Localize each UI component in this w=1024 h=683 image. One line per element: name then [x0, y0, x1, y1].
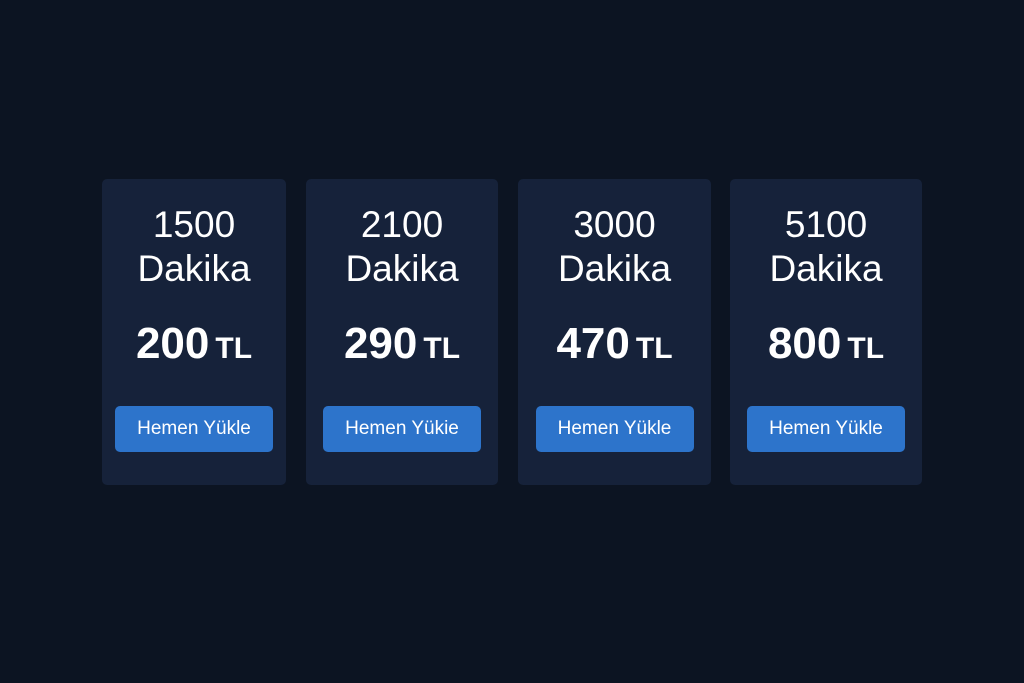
package-minutes: 1500 Dakika: [137, 204, 251, 289]
load-now-button[interactable]: Hemen Yükle: [535, 406, 694, 452]
load-now-button[interactable]: Hemen Yükie: [323, 406, 481, 452]
package-price: 290 TL: [343, 319, 461, 368]
package-minutes: 5100 Dakika: [769, 204, 883, 289]
load-now-button[interactable]: Hemen Yükle: [115, 406, 273, 452]
package-card-5100: 5100 Dakika 800 TL Hemen Yükle: [730, 179, 922, 485]
load-now-button[interactable]: Hemen Yükle: [747, 406, 905, 452]
package-card-3000: 3000 Dakika 470 TL Hemen Yükle: [518, 179, 711, 485]
package-price: 200 TL: [135, 319, 253, 368]
package-minutes: 2100 Dakika: [345, 204, 459, 289]
package-minutes: 3000 Dakika: [557, 204, 672, 289]
package-price: 470 TL: [556, 319, 673, 368]
package-card-1500: 1500 Dakika 200 TL Hemen Yükle: [102, 179, 286, 485]
package-card-2100: 2100 Dakika 290 TL Hemen Yükie: [306, 179, 498, 485]
package-price: 800 TL: [767, 319, 885, 368]
